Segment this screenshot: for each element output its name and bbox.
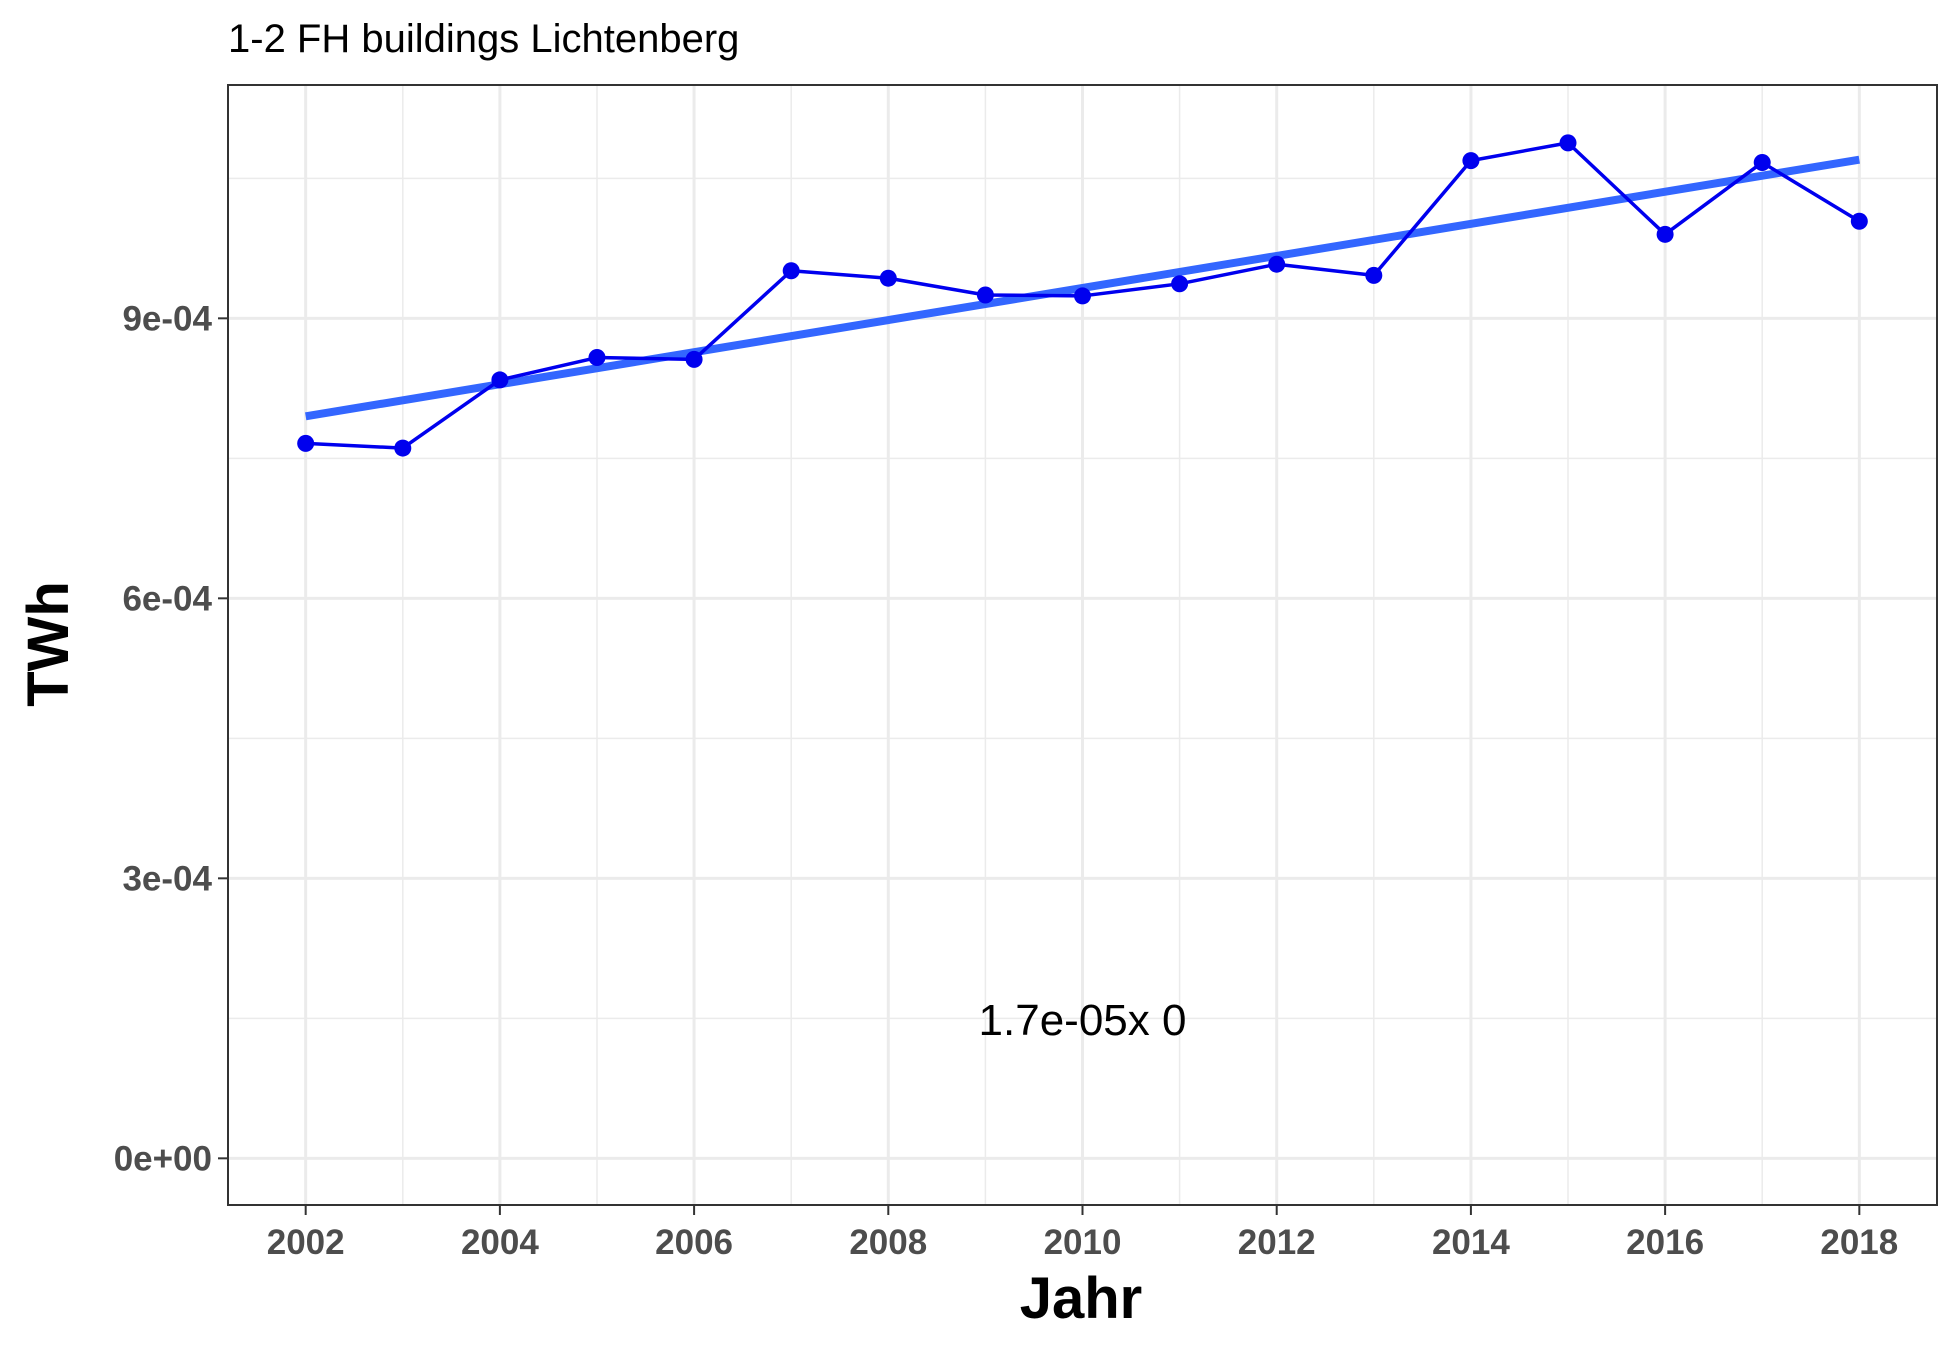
data-point [1171, 275, 1189, 293]
data-point [782, 262, 800, 280]
y-tick-label: 9e-04 [122, 299, 212, 338]
y-tick-label: 0e+00 [114, 1139, 212, 1178]
data-point [1559, 134, 1577, 152]
series-layer [297, 134, 1868, 457]
y-tick-label: 3e-04 [122, 859, 212, 898]
x-axis-title: Jahr [1020, 1266, 1143, 1331]
data-point [297, 434, 315, 452]
y-axis: 0e+00 3e-04 6e-04 9e-04 [114, 299, 228, 1178]
x-tick-label: 2008 [849, 1223, 927, 1262]
data-point [976, 286, 994, 304]
data-point [879, 269, 897, 287]
x-tick-label: 2016 [1626, 1223, 1704, 1262]
y-tick-label: 6e-04 [122, 579, 212, 618]
data-point [588, 349, 606, 367]
x-tick-label: 2004 [461, 1223, 539, 1262]
x-axis: 2002 2004 2006 2008 2010 2012 2014 2016 2018 [267, 1205, 1898, 1262]
data-point [1365, 266, 1383, 284]
x-tick-label: 2002 [267, 1223, 345, 1262]
data-point [1656, 225, 1674, 243]
data-point [394, 439, 412, 457]
data-point [1850, 212, 1868, 230]
x-tick-label: 2010 [1044, 1223, 1122, 1262]
annotation-label: 1.7e-05x 0 [979, 996, 1187, 1045]
x-tick-label: 2012 [1238, 1223, 1316, 1262]
chart-title: 1-2 FH buildings Lichtenberg [228, 17, 739, 61]
data-point [1074, 287, 1091, 305]
data-point [1462, 152, 1480, 170]
x-tick-label: 2018 [1820, 1223, 1898, 1262]
data-point [491, 371, 509, 389]
x-tick-label: 2006 [655, 1223, 733, 1262]
annotation-layer: 1.7e-05x 0 [979, 996, 1187, 1045]
x-tick-label: 2014 [1432, 1223, 1510, 1262]
data-point [685, 350, 703, 368]
y-axis-title: TWh [16, 581, 81, 707]
data-point [1753, 153, 1771, 171]
data-point [1268, 255, 1286, 273]
